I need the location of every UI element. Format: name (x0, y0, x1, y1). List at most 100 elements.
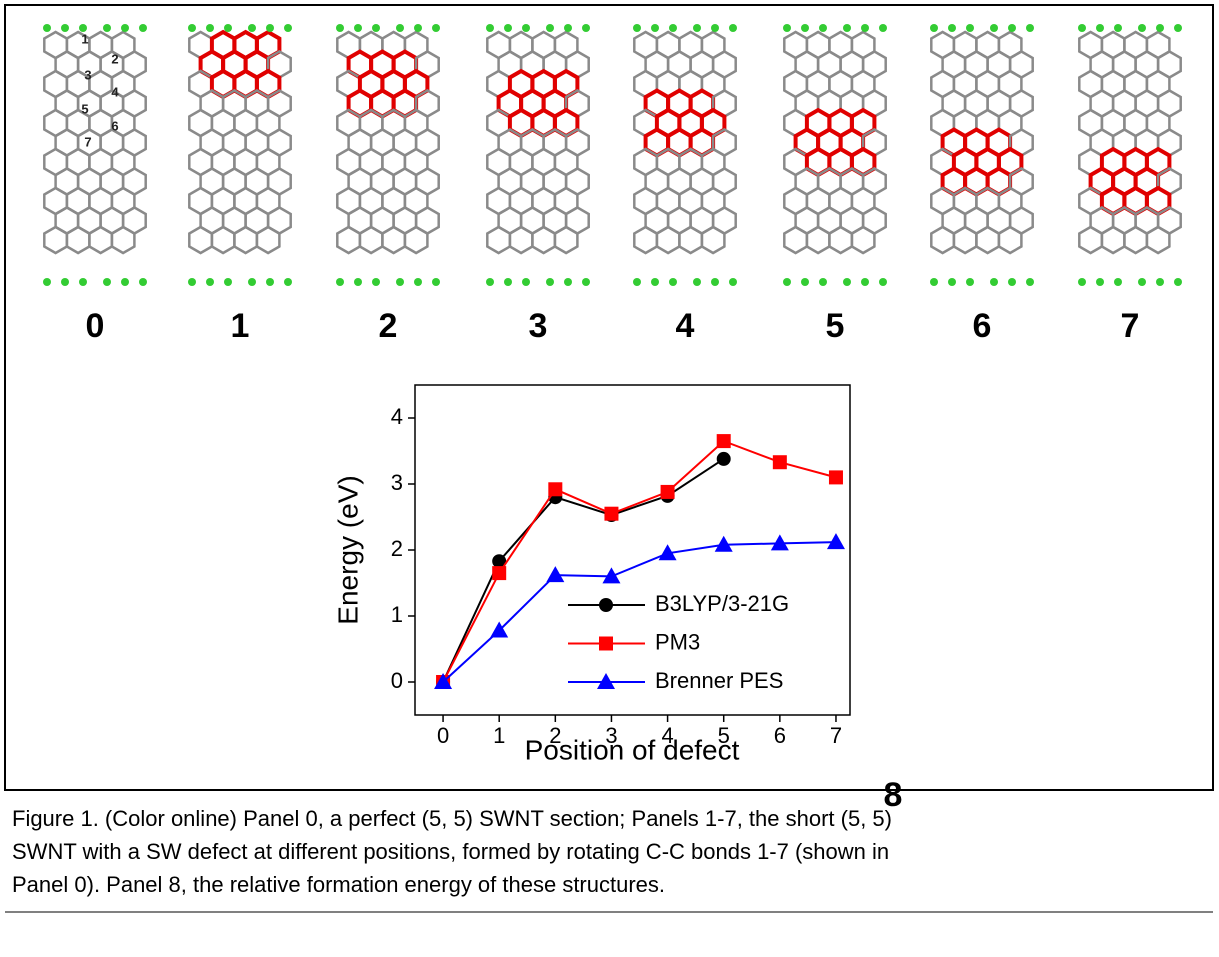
hydrogen-atom (1138, 278, 1146, 286)
panel-label: 4 (676, 307, 695, 345)
hydrogen-atom (266, 278, 274, 286)
hexagon (997, 225, 1023, 255)
x-tick-label: 6 (774, 723, 786, 748)
hydrogen-atom (61, 278, 69, 286)
hydrogen-atom (284, 24, 292, 32)
hexagon (930, 225, 956, 255)
hexagon (508, 225, 534, 255)
marker (770, 534, 789, 551)
marker (716, 434, 731, 449)
nanotube (188, 24, 292, 286)
y-tick-label: 2 (391, 536, 403, 561)
hydrogen-atom (1114, 278, 1122, 286)
hydrogen-atom (861, 24, 869, 32)
panel-label: 5 (826, 307, 845, 345)
nanotube (1078, 24, 1182, 286)
series-line (442, 439, 837, 683)
hexagon (210, 225, 236, 255)
bond-label: 1 (81, 31, 88, 46)
hexagon (700, 225, 726, 255)
panel-label: 3 (529, 307, 548, 345)
hydrogen-atom (206, 24, 214, 32)
series-line (442, 458, 725, 683)
hydrogen-atom (1174, 278, 1182, 286)
hydrogen-atom (354, 24, 362, 32)
hydrogen-atom (61, 24, 69, 32)
hydrogen-atom (990, 24, 998, 32)
hydrogen-atom (79, 278, 87, 286)
hydrogen-atom (819, 24, 827, 32)
hydrogen-atom (248, 24, 256, 32)
hydrogen-atom (729, 24, 737, 32)
hexagon (1145, 225, 1171, 255)
hydrogen-atom (43, 278, 51, 286)
hydrogen-atom (948, 278, 956, 286)
marker (826, 533, 845, 550)
y-axis-title: Energy (eV) (332, 475, 363, 624)
hexagon (65, 225, 91, 255)
hexagon (336, 225, 362, 255)
hexagon (655, 225, 681, 255)
marker (434, 673, 453, 689)
marker (490, 621, 509, 638)
hydrogen-atom (284, 278, 292, 286)
nanotube (486, 24, 590, 286)
x-tick-label: 2 (549, 723, 561, 748)
hydrogen-atom (188, 24, 196, 32)
hydrogen-atom (930, 24, 938, 32)
hexagon (1123, 225, 1149, 255)
hydrogen-atom (354, 278, 362, 286)
x-tick-label: 7 (830, 723, 842, 748)
legend-label: B3LYP/3-21G (655, 591, 789, 616)
hydrogen-atom (1156, 24, 1164, 32)
hydrogen-atom (546, 278, 554, 286)
y-tick-label: 3 (391, 470, 403, 495)
hydrogen-atom (1114, 24, 1122, 32)
nanotube-panels: 0 1 2 3 4 5 6 7 1 2 3 4 5 6 7 (43, 24, 1182, 345)
nanotube (930, 24, 1034, 286)
hydrogen-atom (121, 278, 129, 286)
hydrogen-atom (1008, 24, 1016, 32)
hydrogen-atom (546, 24, 554, 32)
nanotube (783, 24, 887, 286)
hydrogen-atom (801, 278, 809, 286)
hexagon (531, 225, 557, 255)
hydrogen-atom (783, 24, 791, 32)
hydrogen-atom (1174, 24, 1182, 32)
hydrogen-atom (669, 278, 677, 286)
marker (772, 455, 787, 470)
hydrogen-atom (582, 24, 590, 32)
marker (828, 470, 843, 485)
hydrogen-atom (1026, 24, 1034, 32)
hydrogen-atom (504, 24, 512, 32)
hydrogen-atom (1026, 278, 1034, 286)
marker (492, 554, 507, 569)
hydrogen-atom (711, 24, 719, 32)
hydrogen-atom (224, 278, 232, 286)
hydrogen-atom (711, 278, 719, 286)
hydrogen-atom (396, 24, 404, 32)
hydrogen-atom (633, 278, 641, 286)
hydrogen-atom (966, 278, 974, 286)
hydrogen-atom (879, 24, 887, 32)
hydrogen-atom (693, 278, 701, 286)
hydrogen-atom (651, 24, 659, 32)
x-tick-label: 5 (718, 723, 730, 748)
hydrogen-atom (248, 278, 256, 286)
hexagon (828, 225, 854, 255)
hydrogen-atom (1096, 278, 1104, 286)
hexagon (486, 225, 512, 255)
chart-panel-label: 8 (884, 776, 903, 814)
hexagon (110, 225, 136, 255)
hydrogen-atom (522, 278, 530, 286)
figure-border (4, 4, 1214, 791)
hexagon (43, 225, 69, 255)
hydrogen-atom (121, 24, 129, 32)
hexagon (403, 225, 429, 255)
hexagon (233, 225, 259, 255)
marker (546, 566, 565, 583)
x-tick-label: 4 (661, 723, 673, 748)
series: Brenner PES (434, 533, 845, 693)
hydrogen-atom (879, 278, 887, 286)
hydrogen-atom (801, 24, 809, 32)
